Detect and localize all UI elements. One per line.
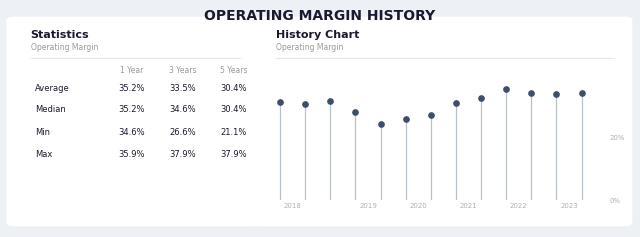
Text: 35.2%: 35.2%	[118, 105, 145, 114]
Text: Max: Max	[35, 150, 52, 160]
Text: OPERATING MARGIN HISTORY: OPERATING MARGIN HISTORY	[204, 9, 436, 23]
Text: Statistics: Statistics	[31, 30, 90, 40]
Text: 3 Years: 3 Years	[169, 66, 196, 75]
Text: 21.1%: 21.1%	[220, 128, 247, 137]
Text: 1 Year: 1 Year	[120, 66, 143, 75]
Text: 34.6%: 34.6%	[169, 105, 196, 114]
Text: Median: Median	[35, 105, 66, 114]
Text: Operating Margin: Operating Margin	[276, 43, 344, 52]
Text: 30.4%: 30.4%	[220, 105, 247, 114]
Text: 35.9%: 35.9%	[118, 150, 145, 160]
Text: 33.5%: 33.5%	[169, 84, 196, 93]
Text: 30.4%: 30.4%	[220, 84, 247, 93]
Text: History Chart: History Chart	[276, 30, 360, 40]
Text: Min: Min	[35, 128, 50, 137]
Text: 37.9%: 37.9%	[220, 150, 247, 160]
Text: 37.9%: 37.9%	[169, 150, 196, 160]
Text: Operating Margin: Operating Margin	[31, 43, 98, 52]
Text: 35.2%: 35.2%	[118, 84, 145, 93]
Text: 5 Years: 5 Years	[220, 66, 247, 75]
Text: Average: Average	[35, 84, 70, 93]
Text: 34.6%: 34.6%	[118, 128, 145, 137]
Text: 26.6%: 26.6%	[169, 128, 196, 137]
